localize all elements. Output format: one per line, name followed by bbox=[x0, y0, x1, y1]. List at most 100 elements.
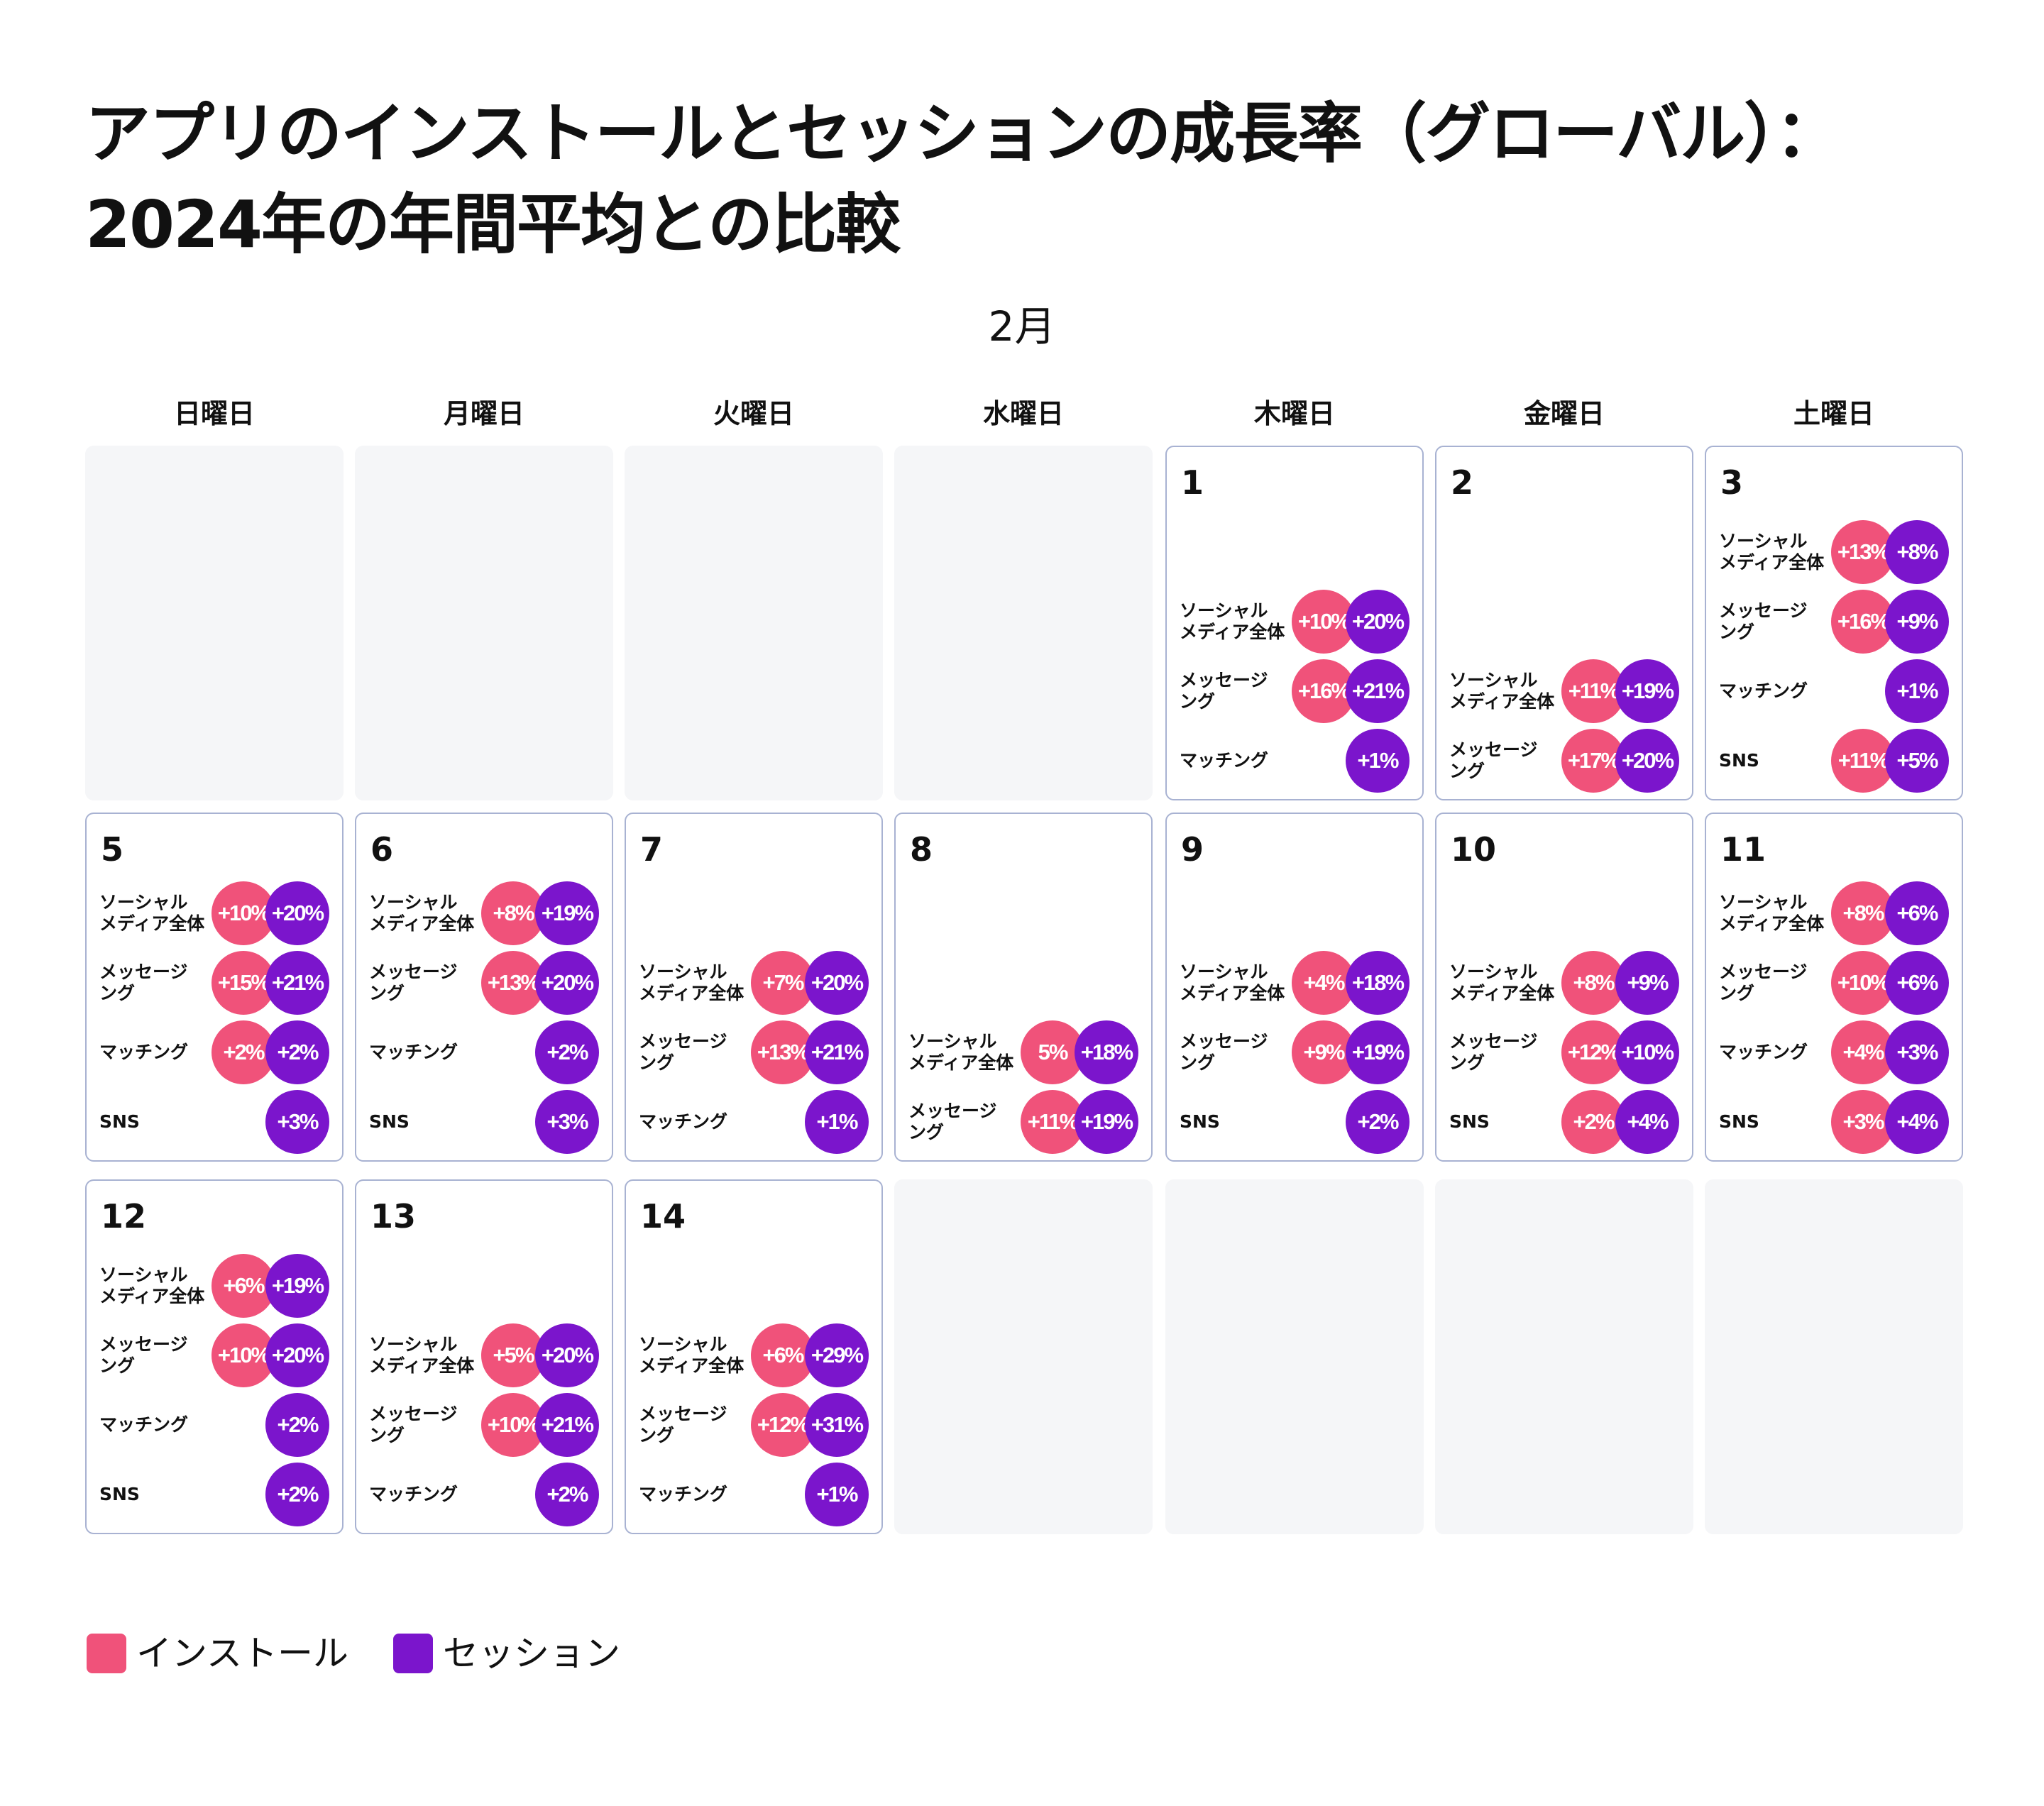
day-number: 13 bbox=[370, 1197, 417, 1235]
day-cell: 10 ソーシャル メディア全体 +8% +9% メッセージ ング +12% +10% SNS +… bbox=[1435, 813, 1693, 1162]
category-label: メッセージ ング bbox=[99, 962, 188, 1003]
session-growth-bubble: +2% bbox=[535, 1463, 599, 1526]
session-growth-bubble: +6% bbox=[1885, 951, 1949, 1015]
category-label: メッセージ ング bbox=[369, 962, 458, 1003]
metric-row-matching: マッチング +1% bbox=[1167, 728, 1422, 793]
install-growth-bubble: +13% bbox=[481, 951, 545, 1015]
metric-row-messaging: メッセージ ング +13% +20% bbox=[356, 950, 612, 1015]
metric-row-social: ソーシャル メディア全体 +6% +29% bbox=[626, 1323, 881, 1388]
legend-swatch-install bbox=[87, 1634, 126, 1673]
install-growth-bubble: +2% bbox=[1561, 1090, 1625, 1154]
session-growth-bubble: +1% bbox=[805, 1090, 869, 1154]
day-number: 14 bbox=[640, 1197, 686, 1235]
category-label: ソーシャル メディア全体 bbox=[1180, 600, 1285, 642]
legend-item-install: インストール bbox=[87, 1631, 348, 1676]
category-label: マッチング bbox=[99, 1042, 189, 1062]
chart-title-line-2: 2024年の年間平均との比較 bbox=[85, 187, 901, 263]
install-growth-bubble: +4% bbox=[1292, 951, 1356, 1015]
install-growth-bubble: +12% bbox=[1561, 1020, 1625, 1084]
category-label: マッチング bbox=[1719, 1042, 1808, 1062]
session-growth-bubble: +5% bbox=[1885, 729, 1949, 793]
category-label: メッセージ ング bbox=[99, 1334, 188, 1376]
install-growth-bubble: 5% bbox=[1021, 1020, 1084, 1084]
month-label: 2月 bbox=[988, 302, 1056, 351]
metric-row-social: ソーシャル メディア全体 +4% +18% bbox=[1167, 950, 1422, 1015]
session-growth-bubble: +20% bbox=[265, 1323, 329, 1387]
session-growth-bubble: +1% bbox=[1346, 729, 1410, 793]
weekday-label: 土曜日 bbox=[1793, 398, 1874, 429]
category-label: ソーシャル メディア全体 bbox=[99, 1265, 205, 1306]
category-label: メッセージ ング bbox=[1719, 600, 1808, 642]
category-label: ソーシャル メディア全体 bbox=[1180, 962, 1285, 1003]
session-growth-bubble: +10% bbox=[1615, 1020, 1679, 1084]
category-label: メッセージ ング bbox=[1180, 1031, 1268, 1073]
day-number: 1 bbox=[1181, 463, 1204, 502]
session-growth-bubble: +31% bbox=[805, 1393, 869, 1457]
metric-row-social: ソーシャル メディア全体 +8% +9% bbox=[1436, 950, 1692, 1015]
empty-day-cell bbox=[1705, 1179, 1963, 1534]
session-growth-bubble: +19% bbox=[1615, 659, 1679, 723]
empty-day-cell bbox=[894, 1179, 1153, 1534]
day-cell: 2 ソーシャル メディア全体 +11% +19% メッセージ ング +17% +20% bbox=[1435, 446, 1693, 800]
install-growth-bubble: +5% bbox=[481, 1323, 545, 1387]
category-label: SNS bbox=[1449, 1111, 1490, 1132]
session-growth-bubble: +3% bbox=[1885, 1020, 1949, 1084]
metric-row-social: ソーシャル メディア全体 +8% +19% bbox=[356, 881, 612, 946]
day-cell: 1 ソーシャル メディア全体 +10% +20% メッセージ ング +16% +21% マッチ… bbox=[1165, 446, 1424, 800]
session-growth-bubble: +2% bbox=[265, 1393, 329, 1457]
day-number: 5 bbox=[101, 830, 124, 869]
install-growth-bubble: +8% bbox=[481, 881, 545, 945]
metric-row-messaging: メッセージ ング +12% +31% bbox=[626, 1392, 881, 1458]
category-label: ソーシャル メディア全体 bbox=[1719, 531, 1825, 573]
category-label: ソーシャル メディア全体 bbox=[639, 1334, 744, 1376]
metric-row-sns: SNS +2% +4% bbox=[1436, 1089, 1692, 1155]
session-growth-bubble: +20% bbox=[1346, 590, 1410, 654]
category-label: ソーシャル メディア全体 bbox=[639, 962, 744, 1003]
metric-row-social: ソーシャル メディア全体 +11% +19% bbox=[1436, 659, 1692, 724]
install-growth-bubble: +10% bbox=[1831, 951, 1895, 1015]
day-number: 12 bbox=[101, 1197, 147, 1235]
session-growth-bubble: +2% bbox=[265, 1020, 329, 1084]
empty-day-cell bbox=[894, 446, 1153, 800]
metric-row-social: ソーシャル メディア全体 +7% +20% bbox=[626, 950, 881, 1015]
session-growth-bubble: +21% bbox=[265, 951, 329, 1015]
install-growth-bubble: +10% bbox=[1292, 590, 1356, 654]
install-growth-bubble: +8% bbox=[1831, 881, 1895, 945]
metric-row-messaging: メッセージ ング +13% +21% bbox=[626, 1020, 881, 1085]
metric-row-matching: マッチング +2% bbox=[356, 1020, 612, 1085]
metric-row-social: ソーシャル メディア全体 +10% +20% bbox=[1167, 589, 1422, 654]
metric-row-matching: マッチング +2% bbox=[356, 1462, 612, 1527]
metric-row-matching: マッチング +1% bbox=[626, 1089, 881, 1155]
install-growth-bubble: +17% bbox=[1561, 729, 1625, 793]
day-number: 3 bbox=[1720, 463, 1744, 502]
day-number: 8 bbox=[910, 830, 933, 869]
install-growth-bubble: +10% bbox=[211, 881, 275, 945]
empty-day-cell bbox=[1435, 1179, 1693, 1534]
install-growth-bubble: +16% bbox=[1831, 590, 1895, 654]
weekday-label: 月曜日 bbox=[443, 398, 524, 429]
legend-swatch-session bbox=[393, 1634, 433, 1673]
session-growth-bubble: +3% bbox=[265, 1090, 329, 1154]
metric-row-social: ソーシャル メディア全体 +10% +20% bbox=[87, 881, 342, 946]
legend-label-install: インストール bbox=[136, 1633, 348, 1674]
session-growth-bubble: +20% bbox=[1615, 729, 1679, 793]
day-cell: 14 ソーシャル メディア全体 +6% +29% メッセージ ング +12% +31% マッチ… bbox=[625, 1179, 883, 1534]
metric-row-sns: SNS +2% bbox=[1167, 1089, 1422, 1155]
session-growth-bubble: +29% bbox=[805, 1323, 869, 1387]
day-cell: 13 ソーシャル メディア全体 +5% +20% メッセージ ング +10% +21% マッチ… bbox=[355, 1179, 613, 1534]
empty-day-cell bbox=[1165, 1179, 1424, 1534]
metric-row-sns: SNS +3% bbox=[87, 1089, 342, 1155]
category-label: ソーシャル メディア全体 bbox=[369, 1334, 475, 1376]
category-label: ソーシャル メディア全体 bbox=[1449, 962, 1555, 1003]
metric-row-messaging: メッセージ ング +10% +20% bbox=[87, 1323, 342, 1388]
day-number: 2 bbox=[1451, 463, 1474, 502]
install-growth-bubble: +11% bbox=[1831, 729, 1895, 793]
category-label: メッセージ ング bbox=[1449, 1031, 1538, 1073]
session-growth-bubble: +2% bbox=[535, 1020, 599, 1084]
metric-row-matching: マッチング +2% bbox=[87, 1392, 342, 1458]
session-growth-bubble: +8% bbox=[1885, 520, 1949, 584]
category-label: マッチング bbox=[1180, 750, 1269, 771]
category-label: メッセージ ング bbox=[639, 1031, 727, 1073]
category-label: ソーシャル メディア全体 bbox=[369, 892, 475, 934]
category-label: ソーシャル メディア全体 bbox=[1719, 892, 1825, 934]
